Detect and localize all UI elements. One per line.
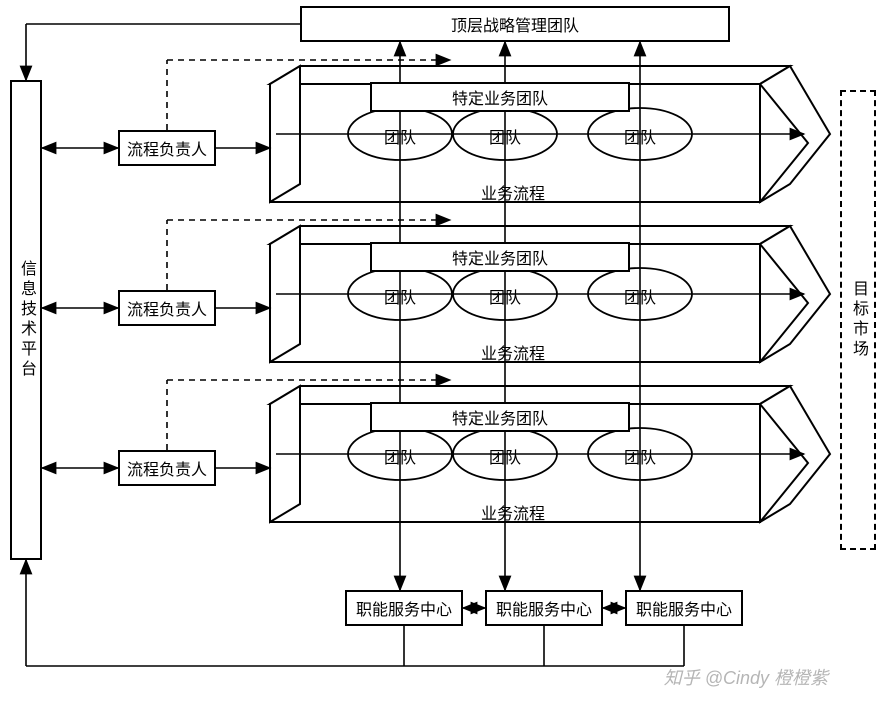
process-owner-box-2: 流程负责人 [118, 450, 216, 486]
watermark: 知乎 @Cindy 橙橙紫 [664, 664, 828, 690]
service-center-box-2: 职能服务中心 [625, 590, 743, 626]
team-ellipse-label-2-0: 团队 [384, 444, 416, 468]
specific-team-label: 特定业务团队 [452, 85, 548, 109]
process-owner-box-0: 流程负责人 [118, 130, 216, 166]
process-label-1: 业务流程 [481, 340, 545, 364]
team-ellipse-label-1-0: 团队 [384, 284, 416, 308]
team-ellipse-label-2-1: 团队 [489, 444, 521, 468]
service-center-label: 职能服务中心 [636, 596, 732, 620]
team-ellipse-label-1-1: 团队 [489, 284, 521, 308]
process-owner-label: 流程负责人 [127, 136, 207, 160]
team-ellipse-label-2-2: 团队 [624, 444, 656, 468]
specific-team-label: 特定业务团队 [452, 245, 548, 269]
service-center-label: 职能服务中心 [496, 596, 592, 620]
service-center-box-0: 职能服务中心 [345, 590, 463, 626]
it-platform-box: 信息技术平台 [10, 80, 42, 560]
service-center-label: 职能服务中心 [356, 596, 452, 620]
specific-team-box-1: 特定业务团队 [370, 242, 630, 272]
service-center-box-1: 职能服务中心 [485, 590, 603, 626]
specific-team-label: 特定业务团队 [452, 405, 548, 429]
it-platform-label: 信息技术平台 [14, 260, 38, 380]
process-owner-box-1: 流程负责人 [118, 290, 216, 326]
specific-team-box-2: 特定业务团队 [370, 402, 630, 432]
top-strategy-team-box: 顶层战略管理团队 [300, 6, 730, 42]
team-ellipse-label-0-1: 团队 [489, 124, 521, 148]
process-label-2: 业务流程 [481, 500, 545, 524]
target-market-label: 目标市场 [846, 280, 870, 360]
process-owner-label: 流程负责人 [127, 296, 207, 320]
specific-team-box-0: 特定业务团队 [370, 82, 630, 112]
team-ellipse-label-0-2: 团队 [624, 124, 656, 148]
top-strategy-team-label: 顶层战略管理团队 [451, 12, 579, 36]
process-label-0: 业务流程 [481, 180, 545, 204]
process-owner-label: 流程负责人 [127, 456, 207, 480]
team-ellipse-label-0-0: 团队 [384, 124, 416, 148]
target-market-box: 目标市场 [840, 90, 876, 550]
team-ellipse-label-1-2: 团队 [624, 284, 656, 308]
